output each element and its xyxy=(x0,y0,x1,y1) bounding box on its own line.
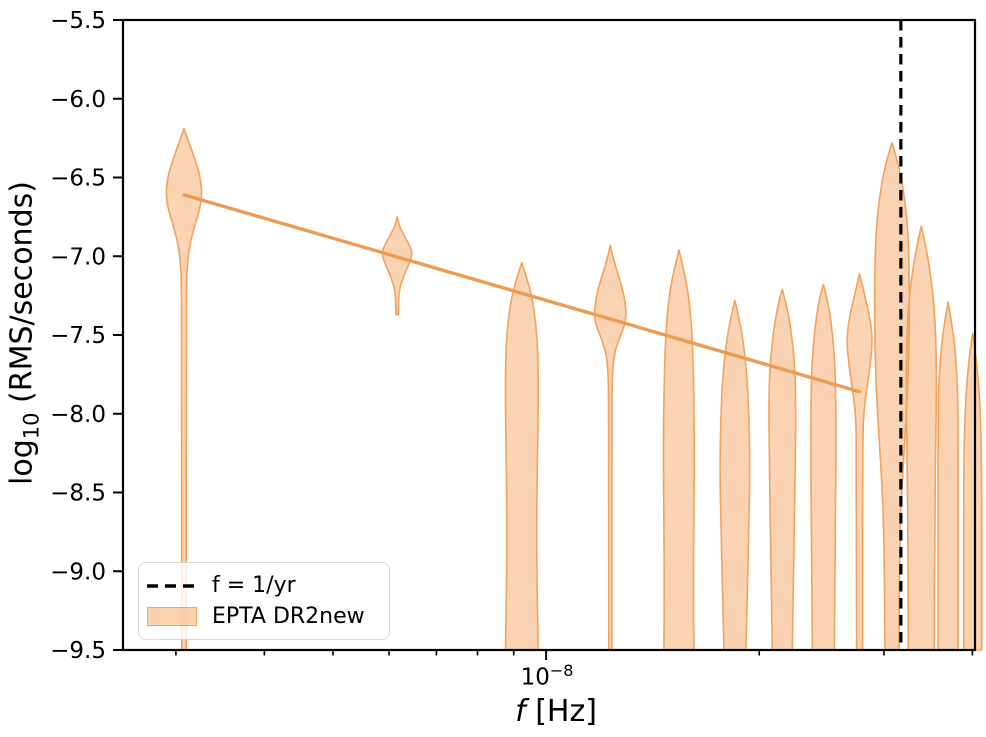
y-tick-label: −7.5 xyxy=(50,323,106,349)
violin xyxy=(905,225,938,651)
y-axis-label-sub: 10 xyxy=(19,412,44,440)
legend-item-epta: EPTA DR2new xyxy=(147,602,379,632)
legend: f = 1/yr EPTA DR2new xyxy=(138,562,390,640)
violin xyxy=(937,301,959,651)
violin xyxy=(504,261,539,651)
x-axis-label-rest: [Hz] xyxy=(525,694,597,729)
x-major-tick-exp: −8 xyxy=(549,661,574,680)
dashed-line-swatch-icon xyxy=(147,583,197,588)
legend-label-epta: EPTA DR2new xyxy=(212,604,365,629)
violin xyxy=(768,288,797,651)
y-tick-label: −9.0 xyxy=(50,559,106,585)
x-major-tick-label: 10−8 xyxy=(521,661,574,691)
y-axis-label: log10 (RMS/seconds) xyxy=(5,181,44,485)
y-tick-label: −6.5 xyxy=(50,166,106,192)
violin xyxy=(381,216,413,316)
fit-line xyxy=(182,193,862,394)
violin xyxy=(846,272,873,651)
y-tick-label: −8.0 xyxy=(50,402,106,428)
violin xyxy=(962,332,983,651)
y-tick-label: −8.5 xyxy=(50,481,106,507)
x-axis-label: f [Hz] xyxy=(515,694,597,729)
violin xyxy=(810,283,837,651)
y-tick-label: −6.0 xyxy=(50,87,106,113)
filled-patch-swatch-icon xyxy=(147,607,197,626)
y-tick-label: −9.5 xyxy=(50,638,106,664)
x-major-tick-base: 10 xyxy=(520,664,550,691)
legend-label-reference-line: f = 1/yr xyxy=(212,573,296,598)
violin xyxy=(662,249,696,651)
y-axis-label-rest: (RMS/seconds) xyxy=(4,181,40,413)
legend-item-reference-line: f = 1/yr xyxy=(147,571,379,601)
y-axis-label-pre: log xyxy=(4,439,40,485)
x-axis-label-italic: f xyxy=(515,694,526,729)
violin xyxy=(593,244,627,651)
y-tick-label: −5.5 xyxy=(50,8,106,34)
violin xyxy=(873,142,911,651)
y-tick-label: −7.0 xyxy=(50,244,106,270)
